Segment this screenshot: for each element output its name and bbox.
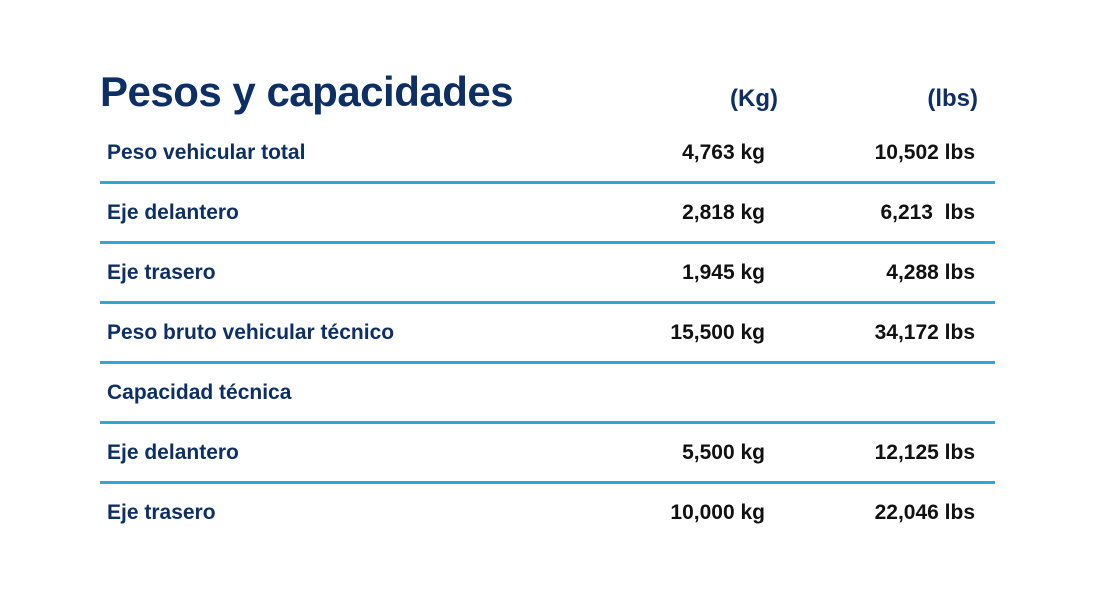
table-row: Eje delantero 5,500 kg 12,125 lbs bbox=[100, 424, 995, 485]
table-row: Peso bruto vehicular técnico 15,500 kg 3… bbox=[100, 304, 995, 365]
column-header-lbs: (lbs) bbox=[927, 85, 978, 112]
weights-table: Peso vehicular total 4,763 kg 10,502 lbs… bbox=[100, 124, 995, 541]
row-label: Eje delantero bbox=[107, 440, 239, 464]
row-label: Eje delantero bbox=[107, 200, 239, 224]
row-label: Capacidad técnica bbox=[107, 380, 292, 404]
row-value-lbs: 6,213 lbs bbox=[880, 200, 975, 224]
row-value-lbs: 12,125 lbs bbox=[874, 440, 975, 464]
row-label: Eje trasero bbox=[107, 260, 216, 284]
row-value-kg: 5,500 kg bbox=[682, 440, 765, 464]
row-value-kg: 2,818 kg bbox=[682, 200, 765, 224]
table-row: Peso vehicular total 4,763 kg 10,502 lbs bbox=[100, 124, 995, 185]
row-value-lbs: 22,046 lbs bbox=[874, 500, 975, 524]
row-value-lbs: 4,288 lbs bbox=[886, 260, 975, 284]
row-value-kg: 15,500 kg bbox=[670, 320, 765, 344]
table-row: Eje trasero 10,000 kg 22,046 lbs bbox=[100, 484, 995, 541]
row-value-kg: 10,000 kg bbox=[670, 500, 765, 524]
table-header: Pesos y capacidades (Kg) (lbs) bbox=[100, 68, 995, 116]
row-label: Eje trasero bbox=[107, 500, 216, 524]
weights-capacities-section: Pesos y capacidades (Kg) (lbs) Peso vehi… bbox=[100, 68, 995, 541]
table-row-section: Capacidad técnica bbox=[100, 364, 995, 425]
row-value-kg: 1,945 kg bbox=[682, 260, 765, 284]
row-label: Peso vehicular total bbox=[107, 140, 306, 164]
table-row: Eje trasero 1,945 kg 4,288 lbs bbox=[100, 244, 995, 305]
page-title: Pesos y capacidades bbox=[100, 68, 514, 115]
row-value-lbs: 34,172 lbs bbox=[874, 320, 975, 344]
row-value-kg: 4,763 kg bbox=[682, 140, 765, 164]
column-header-kg: (Kg) bbox=[730, 85, 778, 112]
row-label: Peso bruto vehicular técnico bbox=[107, 320, 395, 344]
row-value-lbs: 10,502 lbs bbox=[874, 140, 975, 164]
table-row: Eje delantero 2,818 kg 6,213 lbs bbox=[100, 184, 995, 245]
